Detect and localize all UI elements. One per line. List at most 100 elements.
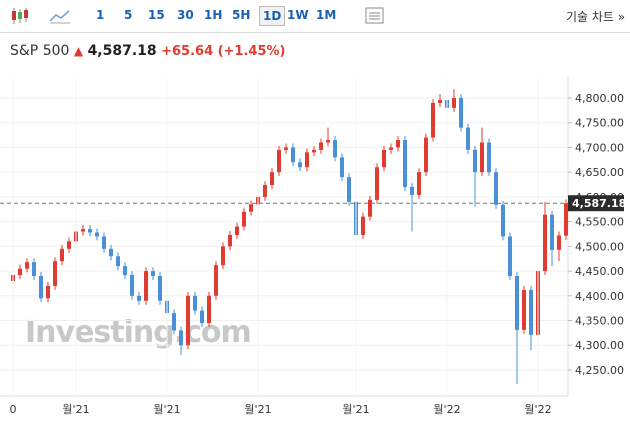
candle-body bbox=[291, 147, 295, 163]
y-tick-label: 4,550.00 bbox=[575, 216, 624, 229]
y-tick-label: 4,500.00 bbox=[575, 240, 624, 253]
candle-body bbox=[123, 266, 127, 276]
candle-body bbox=[25, 262, 29, 269]
x-tick-label: 월'22 bbox=[433, 403, 460, 416]
candle-body bbox=[417, 172, 421, 195]
candle-body bbox=[67, 241, 71, 249]
candle-body bbox=[102, 236, 106, 249]
toolbar: 1 5 15 30 1H 5H 1D 1W 1M 기술 차트 » bbox=[0, 0, 630, 33]
x-tick-label: 월'21 bbox=[244, 403, 271, 416]
line-icon[interactable] bbox=[48, 6, 72, 26]
y-tick-label: 4,300.00 bbox=[575, 339, 624, 352]
candle-body bbox=[88, 229, 92, 233]
y-tick-label: 4,650.00 bbox=[575, 166, 624, 179]
interval-button[interactable]: 1H bbox=[204, 8, 223, 22]
y-tick-label: 4,400.00 bbox=[575, 290, 624, 303]
candle-body bbox=[11, 275, 15, 281]
candle-body bbox=[130, 275, 134, 296]
x-tick-label: 월'21 bbox=[62, 403, 89, 416]
candle-body bbox=[32, 262, 36, 277]
candle-body bbox=[137, 295, 141, 301]
quote-header: S&P 500 ▲ 4,587.18 +65.64 (+1.45%) bbox=[10, 43, 285, 59]
candle-body bbox=[165, 300, 169, 314]
candle-icon[interactable] bbox=[8, 6, 38, 26]
candle-body bbox=[256, 196, 260, 205]
candle-body bbox=[235, 226, 239, 235]
candle-body bbox=[228, 234, 232, 247]
y-tick-label: 4,600.00 bbox=[575, 191, 624, 204]
candle-body bbox=[284, 147, 288, 150]
candle-body bbox=[207, 295, 211, 323]
price-tag-label: 4,587.18 bbox=[572, 197, 626, 210]
candle-body bbox=[46, 285, 50, 299]
candle-body bbox=[242, 211, 246, 227]
candle-body bbox=[452, 97, 456, 108]
y-tick-label: 4,250.00 bbox=[575, 364, 624, 377]
candle-body bbox=[305, 152, 309, 168]
candle-body bbox=[410, 186, 414, 195]
candle-body bbox=[116, 256, 120, 267]
price: 4,587.18 bbox=[87, 43, 157, 59]
x-tick-label: 0 bbox=[10, 403, 17, 416]
candle-body bbox=[494, 172, 498, 205]
candle-body bbox=[424, 137, 428, 173]
watermark: Investing.com bbox=[25, 315, 251, 350]
candle-body bbox=[39, 276, 43, 299]
candle-body bbox=[221, 246, 225, 266]
candle-body bbox=[172, 313, 176, 331]
candle-body bbox=[431, 102, 435, 138]
candle-body bbox=[179, 330, 183, 346]
candle-body bbox=[522, 289, 526, 330]
candle-body bbox=[557, 235, 561, 250]
candle-body bbox=[466, 127, 470, 150]
interval-button[interactable]: 5H bbox=[232, 8, 251, 22]
candle-body bbox=[564, 203, 568, 236]
candle-body bbox=[354, 201, 358, 235]
interval-button[interactable]: 30 bbox=[177, 8, 194, 22]
candle-body bbox=[263, 185, 267, 197]
settings-icon[interactable] bbox=[364, 6, 386, 26]
candle-body bbox=[193, 295, 197, 311]
candle-body bbox=[459, 97, 463, 128]
tech-chart-button[interactable]: 기술 차트 » bbox=[566, 10, 626, 24]
interval-button[interactable]: 1W bbox=[287, 8, 309, 22]
y-tick-label: 4,350.00 bbox=[575, 315, 624, 328]
x-tick-label: 월'21 bbox=[342, 403, 369, 416]
x-tick-label: 월'21 bbox=[153, 403, 180, 416]
candle-body bbox=[81, 229, 85, 232]
y-tick-label: 4,800.00 bbox=[575, 92, 624, 105]
instrument-name: S&P 500 bbox=[10, 43, 70, 59]
candle-body bbox=[550, 214, 554, 250]
candle-body bbox=[333, 140, 337, 158]
candle-body bbox=[109, 248, 113, 257]
candle-body bbox=[186, 295, 190, 346]
interval-button[interactable]: 1D bbox=[259, 6, 286, 26]
candle-body bbox=[319, 142, 323, 150]
candle-body bbox=[277, 149, 281, 173]
candle-body bbox=[214, 265, 218, 296]
x-tick-label: 월'22 bbox=[524, 403, 551, 416]
candle-body bbox=[298, 162, 302, 168]
candle-body bbox=[382, 149, 386, 168]
candle-body bbox=[151, 271, 155, 277]
candle-body bbox=[389, 147, 393, 150]
up-arrow: ▲ bbox=[73, 44, 84, 58]
interval-button[interactable]: 1M bbox=[316, 8, 337, 22]
change-percent: (+1.45%) bbox=[217, 44, 286, 59]
change: +65.64 bbox=[161, 44, 214, 59]
candle-body bbox=[60, 248, 64, 262]
candle-body bbox=[95, 232, 99, 237]
candle-body bbox=[536, 271, 540, 335]
interval-button[interactable]: 15 bbox=[148, 8, 165, 22]
y-tick-label: 4,450.00 bbox=[575, 265, 624, 278]
candle-body bbox=[270, 172, 274, 186]
candle-body bbox=[375, 167, 379, 200]
candle-body bbox=[200, 310, 204, 323]
candle-body bbox=[473, 149, 477, 173]
y-tick-label: 4,750.00 bbox=[575, 117, 624, 130]
price-tag bbox=[568, 195, 624, 212]
interval-button[interactable]: 1 bbox=[96, 8, 105, 22]
interval-button[interactable]: 5 bbox=[124, 8, 133, 22]
candle-body bbox=[515, 276, 519, 330]
